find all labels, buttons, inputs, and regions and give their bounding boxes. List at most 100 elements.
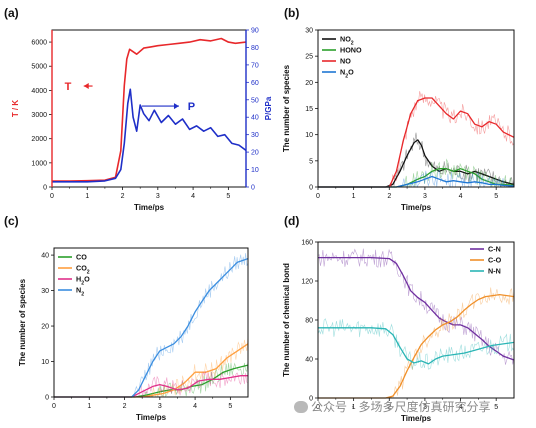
panel-label: (a) (4, 6, 19, 20)
legend: C-N C-O N-N (470, 245, 502, 276)
y2-tick-label: 60 (251, 80, 259, 87)
x-tick-label: 3 (156, 193, 160, 200)
series-line-N-N (318, 327, 515, 365)
x-tick-label: 3 (423, 404, 427, 411)
y-tick-label: 10 (305, 132, 313, 139)
y-tick-label: 40 (305, 357, 313, 364)
x-tick-label: 0 (50, 193, 54, 200)
x-axis-title: Time/ps (401, 203, 432, 212)
x-tick-label: 5 (226, 193, 230, 200)
y2-tick-label: 0 (251, 185, 255, 192)
series-line-NO2 (318, 139, 515, 188)
annotation-label: P (188, 101, 195, 113)
x-tick-label: 4 (191, 193, 195, 200)
panel-label: (c) (4, 214, 19, 228)
legend-label: N2O (340, 68, 354, 80)
x-tick-label: 4 (459, 193, 463, 200)
y-axis-title: The number of species (18, 278, 27, 366)
y2-tick-label: 20 (251, 150, 259, 157)
y2-tick-label: 70 (251, 62, 259, 69)
y-tick-label: 160 (301, 240, 313, 247)
x-tick-label: 0 (52, 403, 56, 410)
x-tick-label: 2 (123, 403, 127, 410)
y2-tick-label: 30 (251, 132, 259, 139)
plot-frame (51, 29, 247, 188)
x-axis-title: Time/ps (136, 413, 167, 422)
series-line-C-N (318, 256, 515, 361)
y-axis-title: The number of chemical bond (282, 263, 291, 377)
y-tick-label: 5000 (31, 64, 47, 71)
annotation-label: T (65, 81, 72, 93)
y-tick-label: 2000 (31, 136, 47, 143)
x-tick-label: 2 (121, 193, 125, 200)
series-line-P (52, 88, 247, 183)
legend-label: C-N (488, 245, 501, 254)
y-tick-label: 15 (305, 106, 313, 113)
y2-tick-label: 80 (251, 45, 259, 52)
y2-tick-label: 10 (251, 167, 259, 174)
x-tick-label: 1 (85, 193, 89, 200)
y-axis-title: T / K (11, 100, 20, 118)
x-tick-label: 4 (193, 403, 197, 410)
y-tick-label: 30 (305, 28, 313, 35)
plot-frame (53, 247, 249, 398)
y-tick-label: 40 (41, 253, 49, 260)
x-tick-label: 2 (387, 193, 391, 200)
x-tick-label: 0 (316, 404, 320, 411)
y-tick-label: 5 (309, 158, 313, 165)
watermark: 公众号 · 多场多尺度仿真研究分享 (294, 398, 490, 415)
annotation-arrowhead (83, 83, 89, 90)
y-tick-label: 0 (309, 396, 313, 403)
x-tick-label: 1 (87, 403, 91, 410)
x-tick-label: 3 (423, 193, 427, 200)
y-tick-label: 0 (309, 185, 313, 192)
legend-label: HONO (340, 46, 362, 55)
y-tick-label: 25 (305, 54, 313, 61)
watermark-text: 公众号 · 多场多尺度仿真研究分享 (311, 400, 491, 414)
panel-label: (d) (284, 214, 299, 228)
wechat-icon (294, 401, 308, 413)
x-tick-label: 2 (387, 404, 391, 411)
series-noise-C-N (317, 248, 515, 365)
y-tick-label: 0 (45, 395, 49, 402)
y-tick-label: 10 (41, 359, 49, 366)
y-tick-label: 1000 (31, 160, 47, 167)
series-line-C-O (318, 293, 515, 399)
x-axis-title: Time/ps (134, 203, 165, 212)
x-tick-label: 0 (316, 193, 320, 200)
y2-axis-title: P/GPa (264, 96, 273, 120)
y-tick-label: 20 (41, 324, 49, 331)
legend-label: N2 (76, 286, 84, 298)
series-line-CO2 (54, 343, 249, 398)
x-tick-label: 5 (494, 404, 498, 411)
series-noise-N-N (317, 318, 515, 370)
legend-label: CO2 (76, 264, 90, 276)
legend-label: NO2 (340, 35, 354, 47)
series-line-N2O (318, 175, 515, 188)
y2-tick-label: 90 (251, 28, 259, 35)
x-tick-label: 1 (352, 193, 356, 200)
series-line-N2 (54, 257, 249, 398)
legend-label: CO (76, 253, 87, 262)
series-line-T (52, 37, 247, 182)
y-tick-label: 0 (43, 185, 47, 192)
x-tick-label: 1 (352, 404, 356, 411)
panel-label: (b) (284, 6, 299, 20)
y2-tick-label: 40 (251, 115, 259, 122)
chart-panel-3: (d) 0 1 2 3 4 5 0 40 80 120 160 Time/ps The number of… (282, 214, 515, 423)
x-tick-label: 5 (494, 193, 498, 200)
y-tick-label: 30 (41, 288, 49, 295)
x-tick-label: 5 (228, 403, 232, 410)
series-line-H2O (54, 375, 248, 398)
chart-panel-0: (a)0 1 2 3 4 50100020003000400050006000010203… (4, 6, 273, 212)
chart-panel-1: (b) 0 1 2 3 4 5 0 5 10 15 20 25 30 Time/ps The number o… (282, 6, 515, 212)
y2-tick-label: 50 (251, 97, 259, 104)
annotation-arrowhead (173, 103, 179, 110)
legend-label: C-O (488, 256, 502, 265)
x-axis-title: Time/ps (401, 414, 432, 423)
y-tick-label: 4000 (31, 88, 47, 95)
x-tick-label: 3 (158, 403, 162, 410)
